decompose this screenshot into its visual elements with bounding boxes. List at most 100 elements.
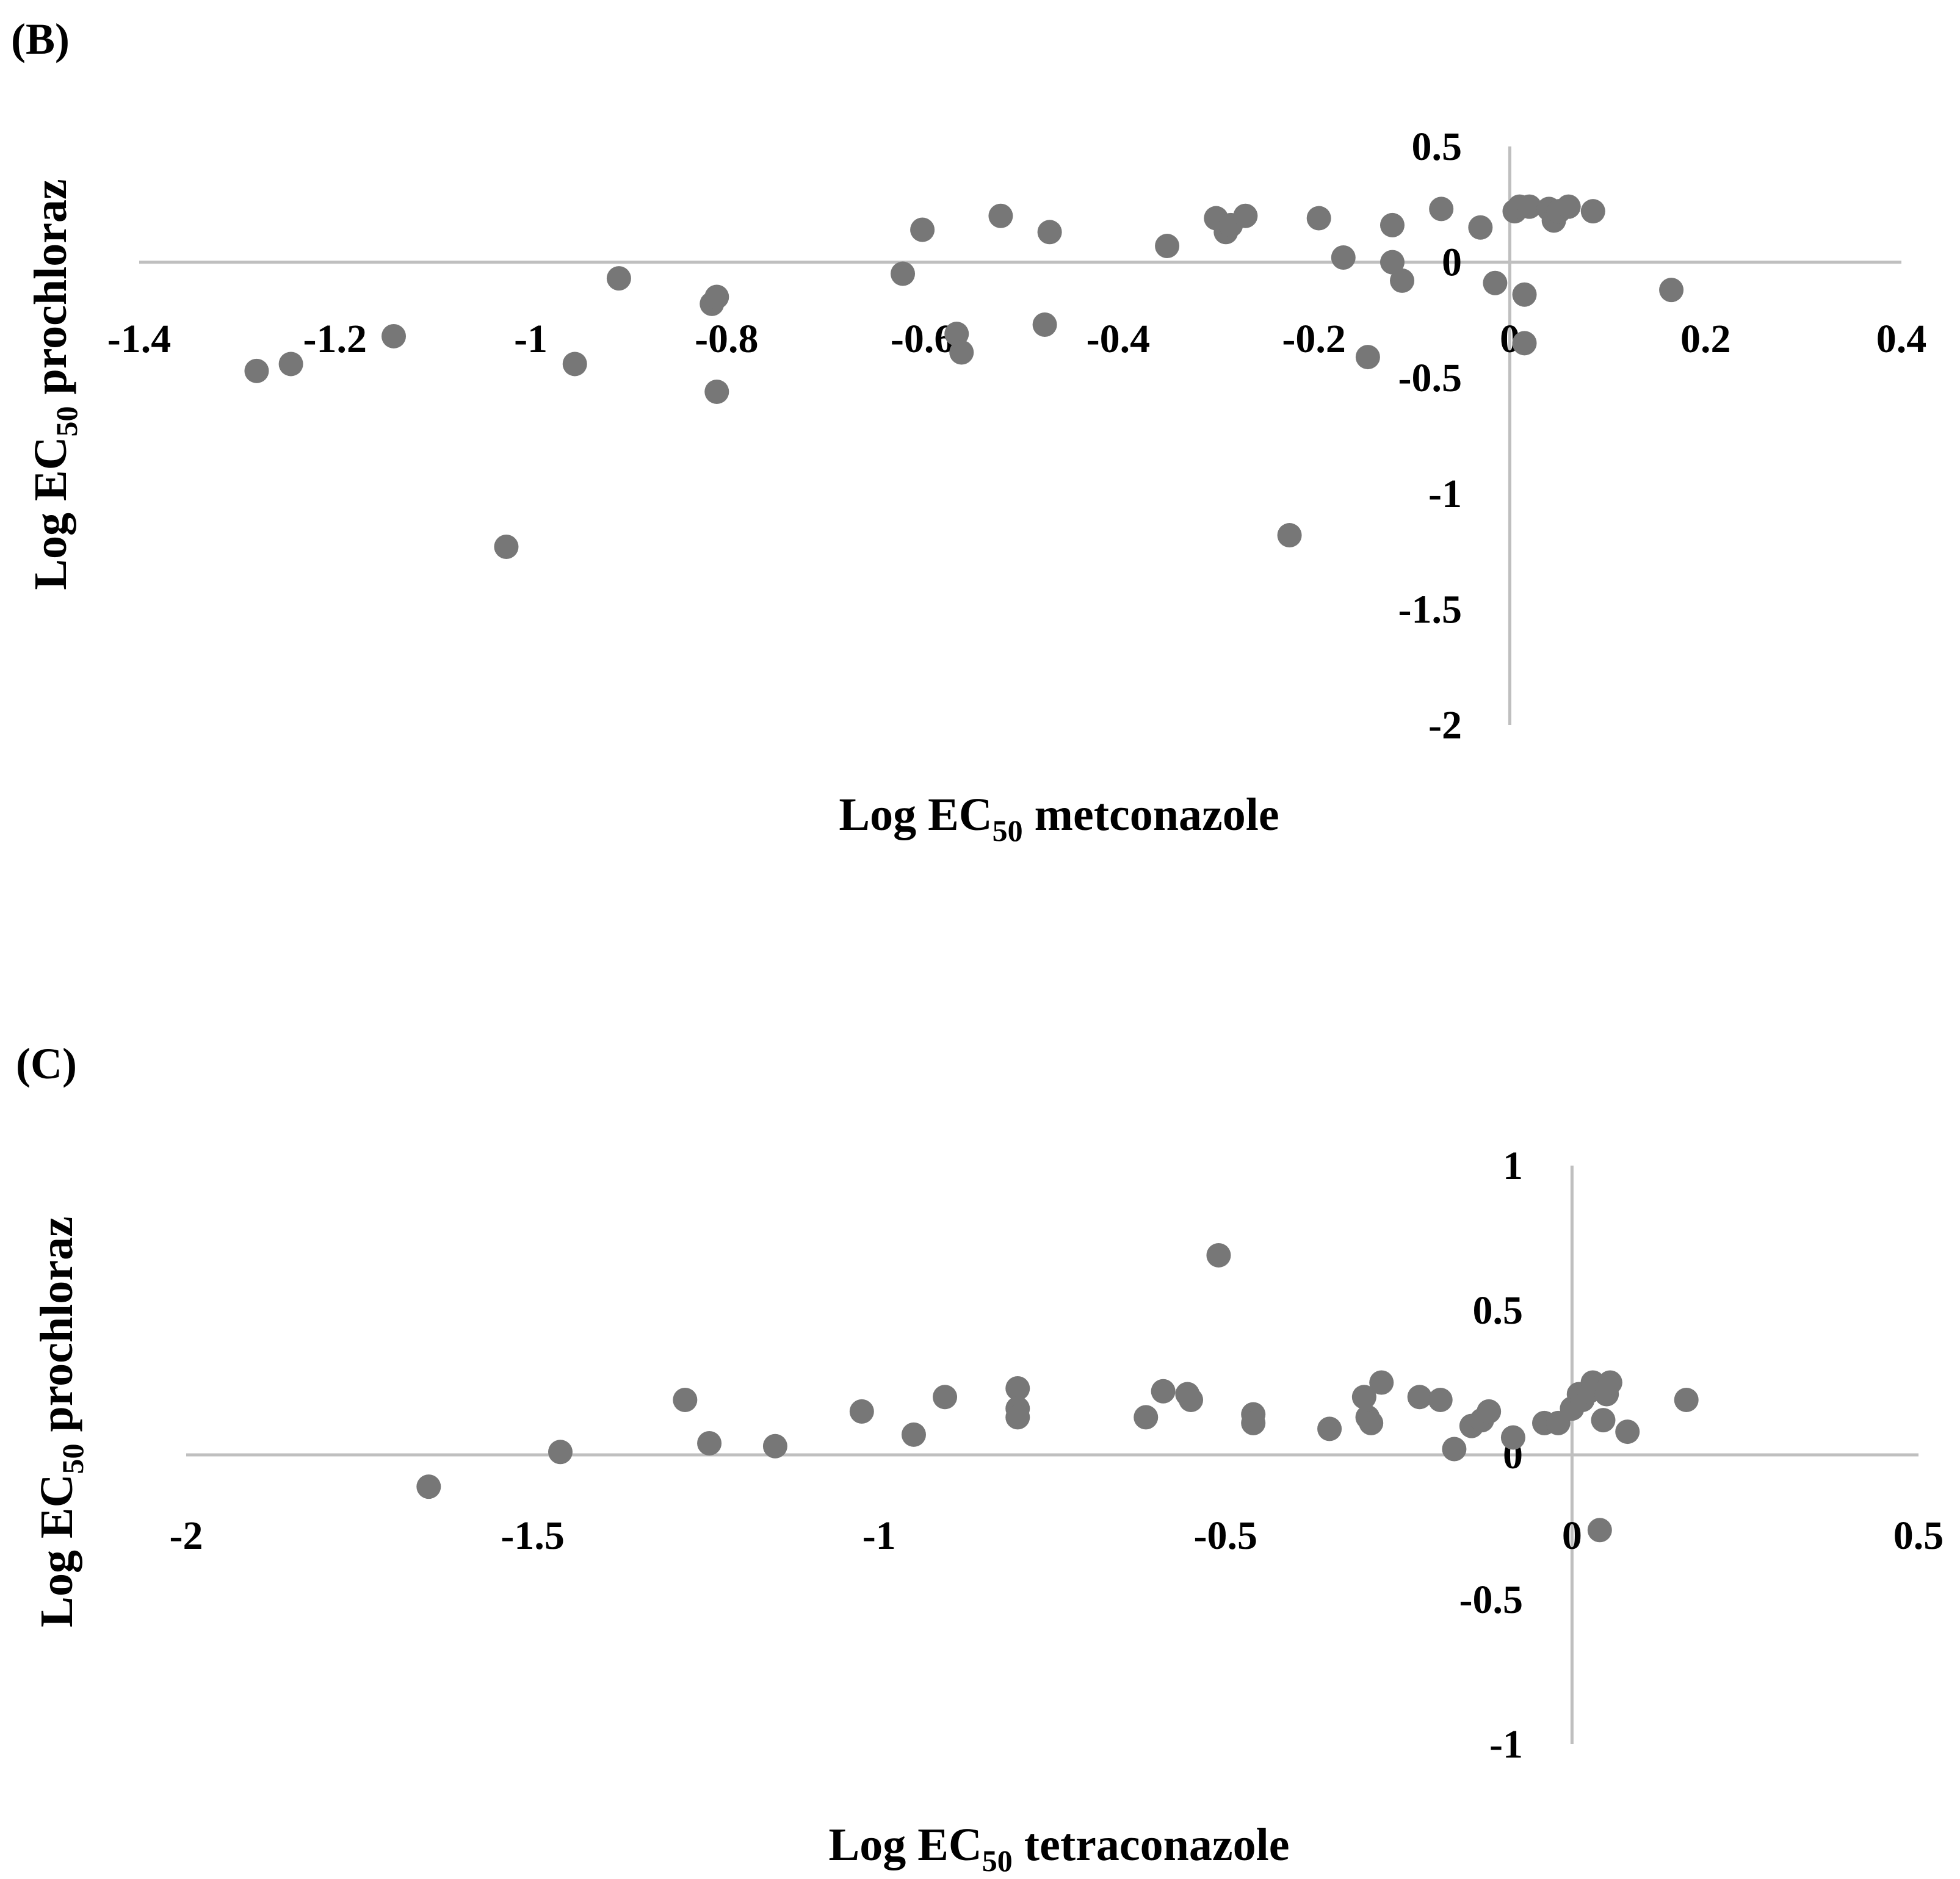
data-point [891,261,916,286]
x-tick-label: 0.4 [1876,317,1927,361]
data-point [1369,1370,1394,1395]
x-tick-label: -2 [170,1513,203,1558]
data-point [1179,1387,1204,1412]
x-axis-title-prefix: Log EC [839,789,992,840]
x-tick-label: -0.8 [695,317,758,361]
data-point [762,1434,787,1459]
data-point [562,352,587,377]
x-tick-label: 0.2 [1680,317,1731,361]
x-tick-label: -1.4 [107,317,171,361]
data-point [1241,1410,1266,1435]
y-tick-label: 0 [1442,240,1462,285]
data-point [1206,1242,1231,1268]
y-tick-labels: 10.50-0.5-1 [1459,1144,1523,1767]
data-point [1037,220,1062,245]
x-axis-title-suffix: tetraconazole [1013,1819,1290,1870]
data-point [704,379,729,404]
data-point [1390,268,1415,293]
panel-c: (C) -2 -1.5 -1 -0.5 0 0.5 10.50-0.5-1 Log EC5… [16,1039,1944,1878]
y-axis-title-prefix: Log EC [31,1474,82,1627]
data-point [244,358,269,383]
data-point [988,203,1013,228]
data-point [1442,1437,1467,1462]
data-point [1468,215,1493,240]
y-axis-title-suffix: prochloraz [25,179,76,406]
data-point [1306,206,1331,231]
x-tick-labels: -2 -1.5 -1 -0.5 0 0.5 [170,1513,1944,1558]
data-point [910,217,935,242]
data-point [1277,523,1302,548]
panel-b: (B) -1.4 -1.2 -1 -0.8 -0.6 -0.4 -0.2 0 0.2 0.4 0.… [11,15,1926,848]
x-tick-label: -1 [862,1513,896,1558]
data-point [1407,1385,1432,1410]
data-point [949,340,974,365]
x-tick-labels: -1.4 -1.2 -1 -0.8 -0.6 -0.4 -0.2 0 0.2 0.4 [107,317,1926,361]
data-point [1005,1376,1030,1401]
y-tick-label: -0.5 [1398,356,1462,400]
data-point [1597,1370,1622,1395]
x-axis-title-prefix: Log EC [829,1819,982,1870]
data-point [1591,1408,1616,1433]
data-point [1380,250,1405,275]
data-point [1556,194,1581,219]
data-point [278,352,303,377]
y-axis-title-subscript: 50 [56,1443,90,1474]
data-point [1331,245,1356,270]
data-point [1134,1405,1159,1430]
data-point [849,1399,874,1424]
y-axis-title-prefix: Log EC [25,436,76,590]
x-tick-label: -0.6 [891,317,954,361]
data-point [944,322,969,347]
x-tick-label: -1.2 [303,317,367,361]
data-points [244,194,1684,560]
y-axis-title-subscript: 50 [49,406,84,436]
y-tick-label: -1.5 [1398,587,1462,632]
y-tick-label: -2 [1428,703,1462,748]
y-axis-title: Log EC50 prochloraz [25,179,84,590]
data-point [1317,1416,1342,1441]
y-tick-labels: 0.5 0 -0.5 -1 -1.5 -2 [1398,124,1462,748]
data-point [548,1440,573,1465]
y-tick-label: -0.5 [1459,1578,1523,1622]
data-point [382,323,407,348]
data-point [1155,234,1180,259]
data-point [1659,278,1684,303]
data-point [1674,1387,1699,1412]
x-tick-label: -1 [514,317,548,361]
data-point [1517,194,1542,219]
x-tick-label: 0.5 [1893,1513,1944,1558]
x-tick-label: -0.4 [1087,317,1150,361]
data-point [1351,1385,1376,1410]
x-tick-label: -0.5 [1194,1513,1257,1558]
panel-label: (B) [11,15,70,63]
data-point [933,1385,958,1410]
x-tick-label: -0.2 [1282,317,1345,361]
y-axis-title-suffix: prochloraz [31,1216,82,1443]
data-point [1615,1419,1640,1444]
data-point [1380,212,1405,237]
data-point [1032,312,1057,337]
y-tick-label: -1 [1489,1722,1523,1767]
data-point [1580,199,1605,224]
data-point [1587,1518,1612,1543]
y-tick-label: 0.5 [1412,124,1463,169]
y-tick-label: 1 [1503,1144,1523,1188]
data-points [416,1242,1699,1543]
data-point [1233,203,1258,228]
data-point [1428,1387,1453,1412]
data-point [1500,1425,1525,1450]
x-tick-label: -1.5 [501,1513,564,1558]
x-axis-title: Log EC50 metconazole [839,789,1279,848]
data-point [1483,270,1508,295]
y-axis-title: Log EC50 prochloraz [31,1216,90,1628]
data-point [1005,1405,1030,1430]
x-tick-label: 0 [1562,1513,1582,1558]
x-axis-title-suffix: metconazole [1023,789,1279,840]
x-axis-title-subscript: 50 [993,813,1023,848]
data-point [1429,197,1454,222]
data-point [1359,1410,1384,1435]
data-point [1151,1379,1176,1404]
data-point [1512,282,1537,307]
y-tick-label: 0.5 [1473,1288,1524,1333]
